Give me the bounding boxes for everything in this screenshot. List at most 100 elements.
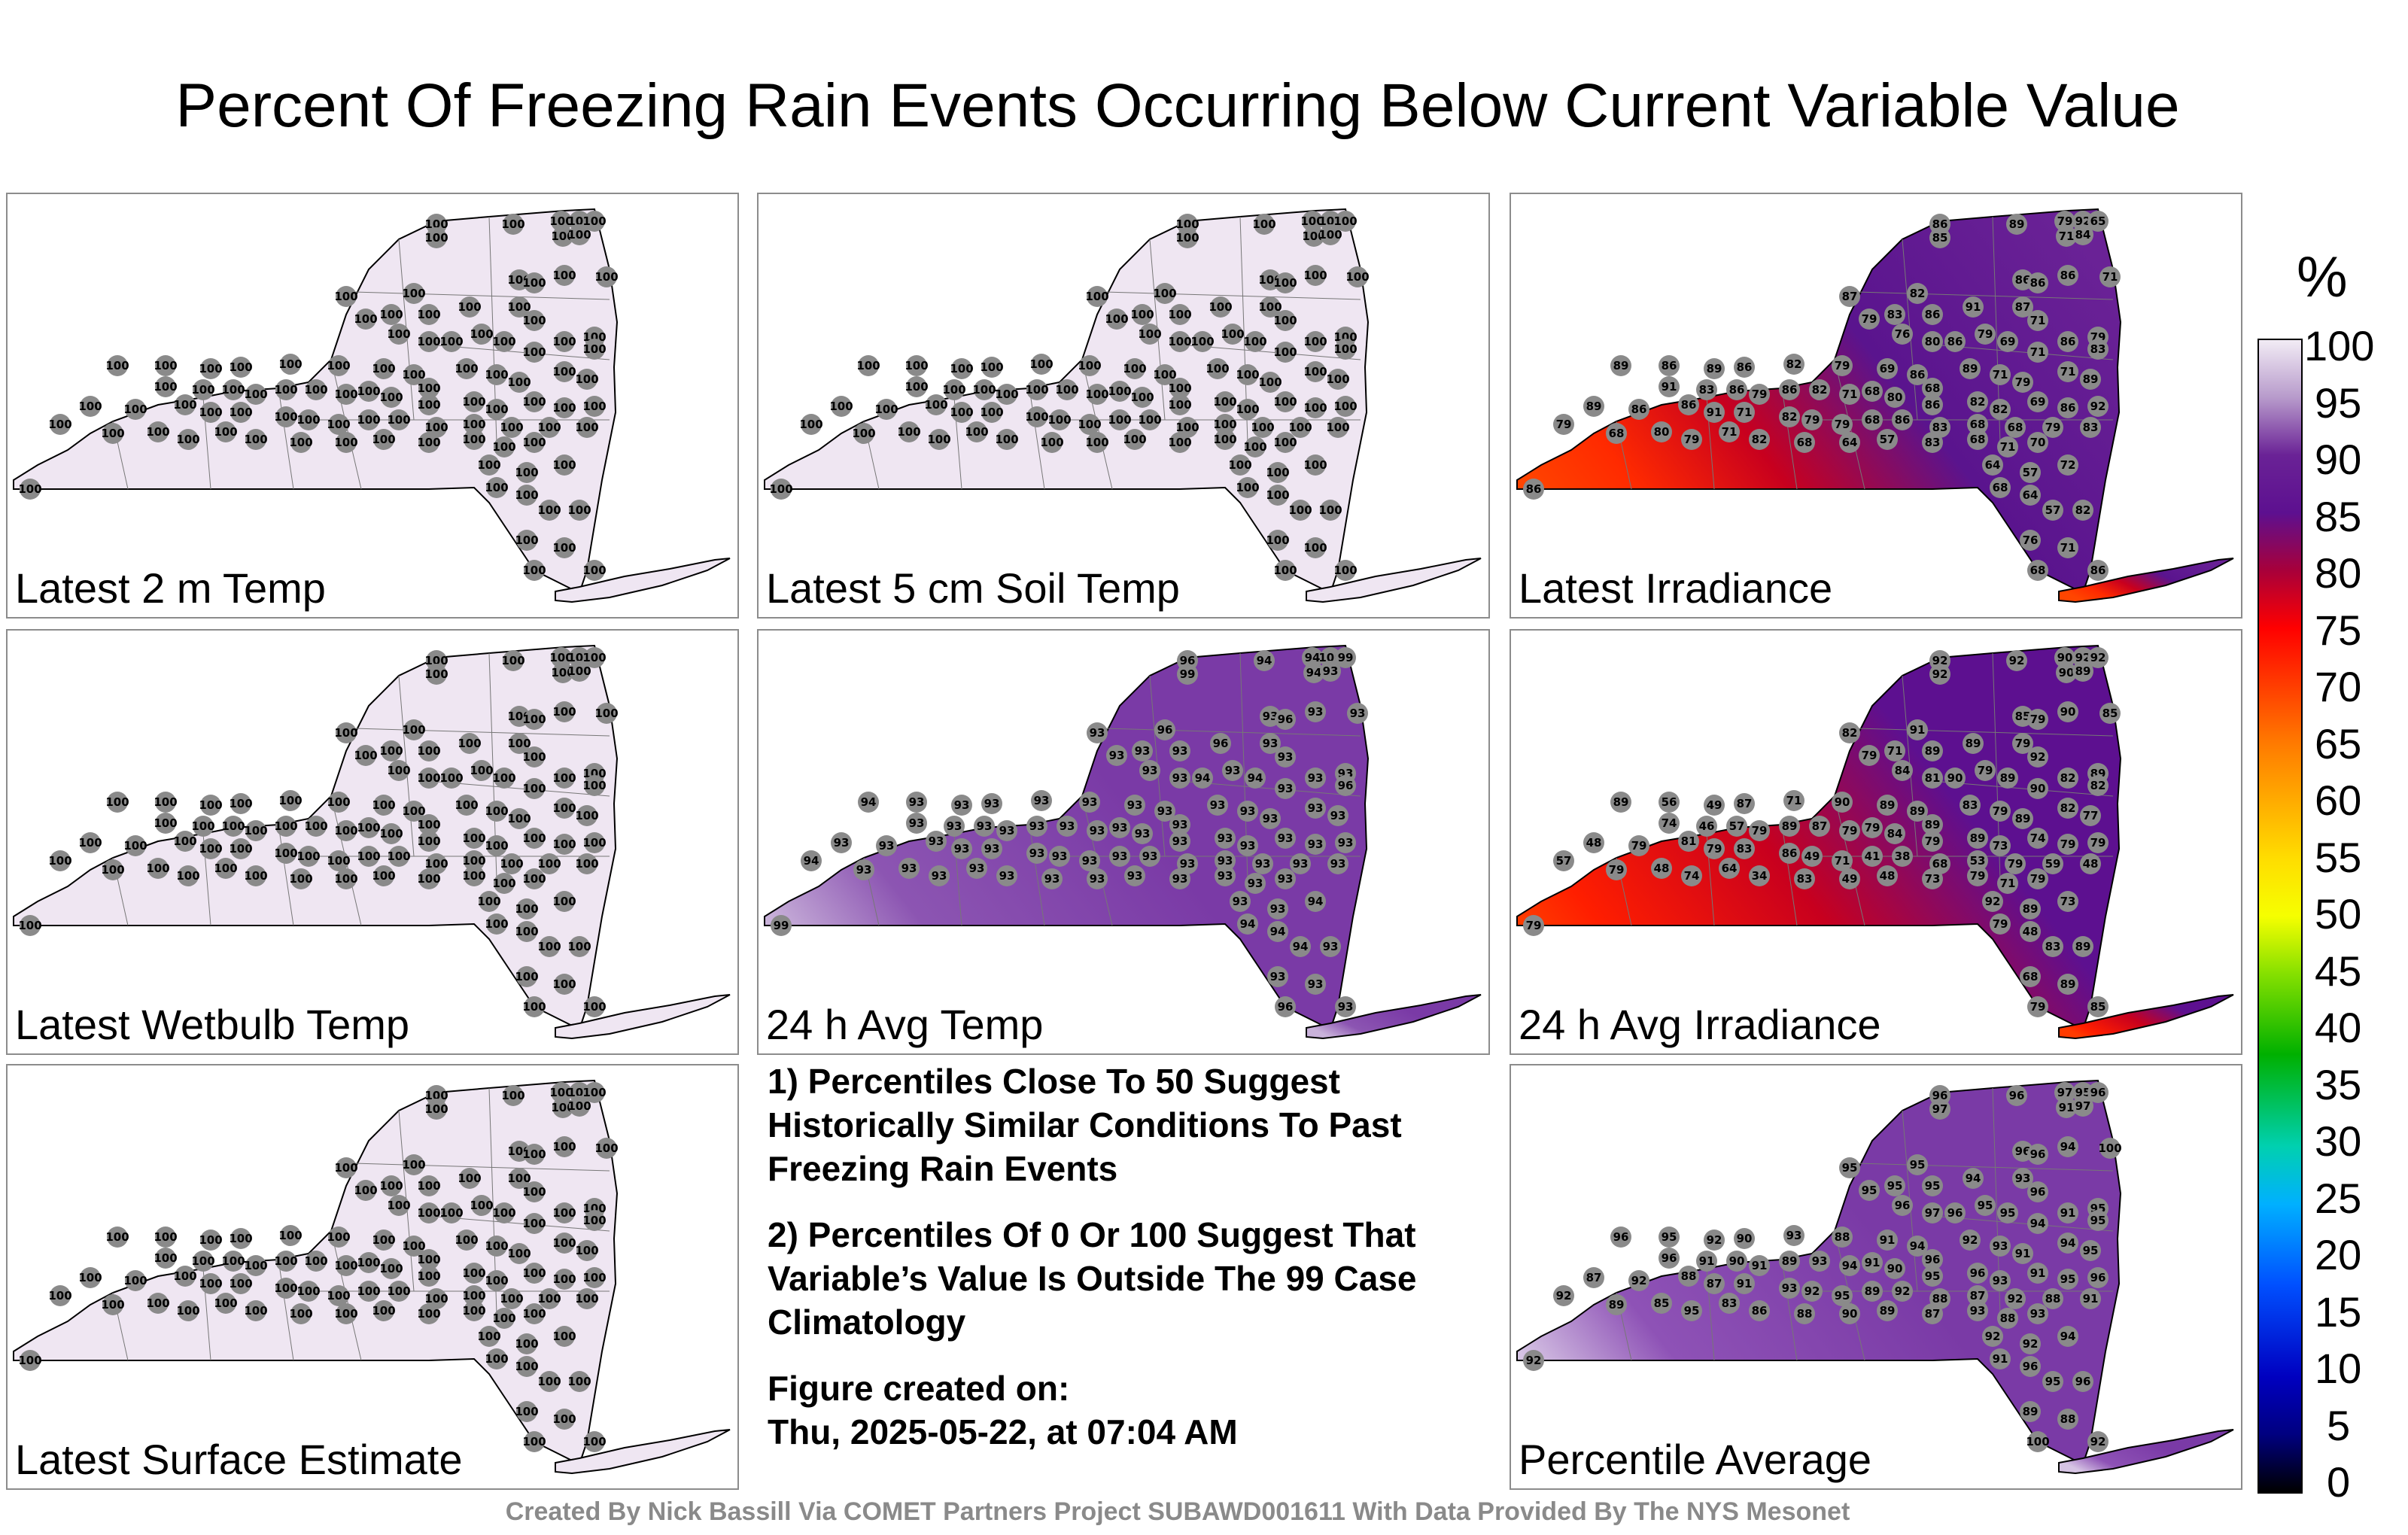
station-value: 93	[1135, 827, 1151, 840]
station-value: 65	[2090, 214, 2106, 228]
station-marker	[381, 740, 402, 761]
station-marker	[1606, 423, 1627, 444]
station-value: 100	[515, 533, 538, 547]
station-value: 100	[501, 1089, 524, 1102]
station-marker	[306, 1251, 327, 1272]
colorbar-tick: 50	[2315, 890, 2362, 938]
station-marker	[1290, 853, 1311, 874]
station-marker	[2042, 1371, 2063, 1392]
station-marker	[1169, 868, 1190, 889]
station-marker	[996, 429, 1017, 450]
station-value: 100	[2026, 1435, 2049, 1448]
station-marker	[403, 1154, 424, 1175]
station-value: 71	[2000, 877, 2016, 890]
station-marker	[2020, 966, 2041, 987]
station-marker	[1982, 891, 2003, 912]
station-marker	[524, 746, 545, 768]
station-value: 100	[221, 1254, 245, 1268]
colorbar-tick: 35	[2315, 1060, 2362, 1108]
station-value: 100	[357, 850, 380, 863]
station-marker	[1884, 823, 1905, 844]
station-value: 100	[1105, 312, 1128, 326]
station-value: 41	[1865, 850, 1880, 863]
station-value: 100	[154, 1230, 177, 1244]
station-marker	[107, 792, 128, 813]
station-value: 100	[552, 837, 576, 851]
station-marker	[2020, 1356, 2041, 1377]
station-value: 100	[1251, 421, 1274, 434]
station-marker	[509, 808, 530, 829]
station-value: 100	[567, 1375, 591, 1388]
station-value: 87	[2015, 300, 2031, 314]
station-marker	[524, 391, 545, 412]
station-value: 100	[522, 1147, 546, 1161]
station-value: 100	[567, 940, 591, 953]
station-marker	[1132, 387, 1153, 408]
station-value: 77	[2083, 809, 2099, 822]
station-value: 100	[575, 857, 598, 871]
station-value: 93	[977, 819, 993, 833]
station-value: 100	[417, 744, 440, 758]
station-marker	[1839, 820, 1860, 841]
station-marker	[1922, 304, 1943, 325]
station-value: 95	[2000, 1206, 2016, 1220]
station-marker	[1779, 379, 1800, 400]
station-value: 100	[995, 388, 1018, 401]
station-value: 100	[1221, 327, 1244, 341]
station-value: 86	[1526, 482, 1542, 496]
station-value: 100	[522, 1307, 546, 1321]
station-marker	[1884, 740, 1905, 761]
county-line	[1856, 291, 2114, 300]
station-marker	[1749, 384, 1770, 405]
station-marker	[464, 1263, 485, 1284]
station-marker	[858, 792, 879, 813]
station-marker	[1967, 1300, 1988, 1321]
station-value: 92	[1804, 1284, 1820, 1298]
station-value: 100	[1153, 368, 1176, 381]
station-marker	[373, 795, 394, 816]
station-value: 100	[1029, 357, 1053, 371]
station-value: 100	[199, 842, 222, 856]
station-marker	[418, 814, 439, 835]
station-marker	[1734, 402, 1755, 423]
station-marker	[771, 479, 792, 500]
station-marker	[1982, 454, 2003, 476]
station-value: 48	[1586, 836, 1602, 850]
station-marker	[1944, 768, 1966, 789]
panel-label: Percentile Average	[1519, 1436, 1872, 1483]
county-line	[1781, 824, 1798, 926]
station-value: 93	[1270, 970, 1286, 983]
station-marker	[418, 432, 439, 453]
station-value: 100	[229, 360, 252, 374]
station-value: 100	[154, 1251, 177, 1265]
station-value: 100	[552, 1330, 576, 1343]
station-value: 100	[455, 798, 478, 812]
station-value: 95	[1910, 1158, 1926, 1172]
station-value: 82	[1842, 726, 1858, 740]
station-value: 100	[582, 214, 606, 228]
station-marker	[328, 355, 349, 376]
station-marker	[175, 1266, 196, 1287]
station-value: 100	[244, 824, 267, 837]
station-value: 93	[1263, 737, 1278, 750]
station-value: 99	[1180, 667, 1196, 681]
station-value: 100	[507, 737, 531, 750]
station-marker	[418, 740, 439, 761]
station-marker	[2057, 1326, 2078, 1347]
station-marker	[358, 817, 379, 838]
station-marker	[1734, 793, 1755, 814]
station-marker	[298, 846, 319, 867]
station-marker	[280, 1225, 301, 1246]
station-value: 94	[804, 854, 819, 868]
station-value: 96	[1947, 1206, 1963, 1220]
station-marker	[1997, 1202, 2018, 1223]
station-value: 100	[549, 1086, 573, 1099]
station-marker	[471, 1195, 492, 1216]
station-marker	[403, 283, 424, 304]
station-value: 95	[2075, 1086, 2091, 1099]
station-value: 48	[1880, 869, 1896, 883]
station-marker	[1651, 1293, 1672, 1314]
station-value: 100	[492, 771, 515, 785]
station-marker	[464, 865, 485, 886]
